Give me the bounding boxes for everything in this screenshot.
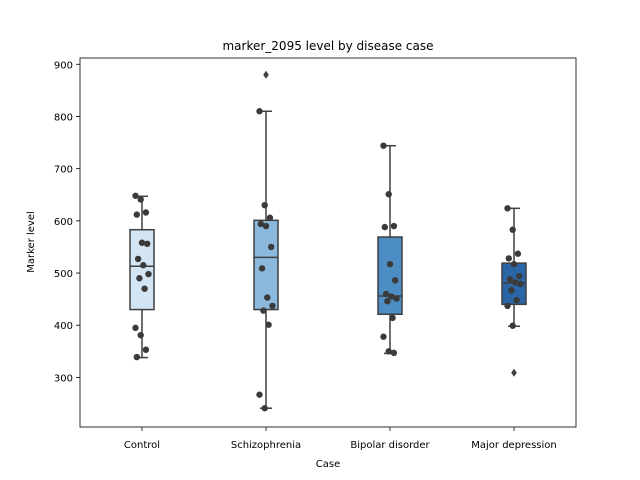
- data-point: [505, 255, 512, 262]
- data-point: [132, 324, 139, 332]
- data-point: [140, 262, 147, 269]
- y-axis-label: Marker level: [26, 211, 37, 273]
- x-tick-label: Schizophrenia: [231, 440, 301, 451]
- x-tick-label: Major depression: [471, 440, 557, 451]
- outlier-point: [511, 368, 517, 377]
- x-tick-label: Control: [124, 440, 160, 451]
- data-point: [265, 321, 272, 328]
- data-point: [142, 209, 150, 216]
- data-point: [137, 331, 144, 339]
- data-point: [385, 191, 392, 198]
- data-point: [133, 353, 140, 361]
- data-point: [508, 287, 515, 294]
- data-point: [384, 298, 391, 305]
- data-point: [382, 290, 390, 298]
- box-group-schizophrenia: [253, 70, 279, 409]
- data-point: [264, 294, 271, 301]
- y-tick-label: 500: [54, 269, 73, 280]
- plot-frame: [79, 57, 577, 428]
- data-point: [389, 314, 396, 322]
- data-point: [517, 280, 524, 288]
- data-point: [142, 346, 150, 353]
- chart-marks: 300 400 500 600 700 800 900 Control Schizophreni…: [54, 60, 557, 451]
- data-point: [392, 277, 399, 284]
- data-point: [393, 295, 400, 302]
- y-tick-label: 900: [54, 60, 73, 71]
- data-point: [514, 250, 522, 257]
- y-tick-label: 800: [54, 112, 73, 123]
- data-point: [262, 222, 270, 230]
- data-point: [516, 272, 523, 280]
- data-point: [388, 293, 395, 300]
- data-point: [136, 275, 143, 282]
- data-point: [261, 405, 268, 412]
- data-point: [386, 260, 394, 268]
- y-tick-label: 400: [54, 321, 73, 332]
- data-point: [380, 142, 387, 149]
- data-point: [504, 302, 511, 310]
- data-point: [261, 201, 268, 209]
- data-point: [133, 211, 140, 218]
- data-point: [504, 205, 511, 212]
- data-point: [513, 296, 520, 304]
- data-point: [256, 391, 263, 398]
- data-point: [512, 279, 519, 286]
- data-point: [506, 276, 514, 283]
- data-point: [510, 260, 518, 268]
- data-point: [144, 240, 151, 248]
- chart-title: marker_2095 level by disease case: [222, 39, 433, 53]
- data-point: [257, 220, 264, 228]
- data-point: [385, 348, 392, 355]
- y-tick-label: 300: [54, 373, 73, 384]
- box-group-major-depression: [501, 207, 527, 377]
- data-point: [381, 223, 388, 231]
- y-tick-label: 700: [54, 165, 73, 176]
- data-point: [258, 265, 266, 272]
- data-point: [390, 349, 398, 357]
- data-point: [509, 322, 516, 329]
- data-point: [266, 214, 274, 221]
- data-point: [509, 226, 516, 233]
- data-point: [260, 307, 267, 314]
- data-point: [134, 255, 142, 263]
- data-point: [269, 302, 276, 310]
- x-axis-label: Case: [316, 459, 340, 470]
- data-point: [138, 239, 146, 246]
- data-point: [145, 270, 152, 278]
- data-point: [141, 285, 148, 292]
- outlier-point: [263, 70, 269, 79]
- data-point: [390, 222, 398, 230]
- data-point: [132, 192, 139, 199]
- x-tick-label: Bipolar disorder: [350, 440, 430, 451]
- box-group-bipolar-disorder: [377, 144, 403, 355]
- y-tick-label: 600: [54, 217, 73, 228]
- data-point: [256, 108, 263, 115]
- data-point: [268, 243, 275, 251]
- data-point: [137, 196, 144, 203]
- data-point: [380, 333, 387, 340]
